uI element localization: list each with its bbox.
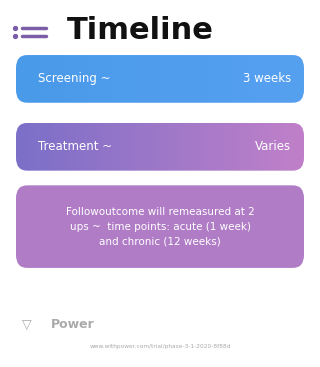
Text: Screening ~: Screening ~ [38, 72, 111, 86]
Text: 3 weeks: 3 weeks [243, 72, 291, 86]
Text: Followoutcome will remeasured at 2
ups ~  time points: acute (1 week)
and chroni: Followoutcome will remeasured at 2 ups ~… [66, 207, 254, 246]
Text: Power: Power [51, 318, 95, 331]
Text: ▽: ▽ [22, 318, 32, 331]
FancyBboxPatch shape [16, 185, 304, 268]
Text: Varies: Varies [255, 140, 291, 153]
Text: Treatment ~: Treatment ~ [38, 140, 113, 153]
Text: Timeline: Timeline [67, 16, 214, 46]
Text: www.withpower.com/trial/phase-3-1-2020-8f88d: www.withpower.com/trial/phase-3-1-2020-8… [89, 344, 231, 349]
